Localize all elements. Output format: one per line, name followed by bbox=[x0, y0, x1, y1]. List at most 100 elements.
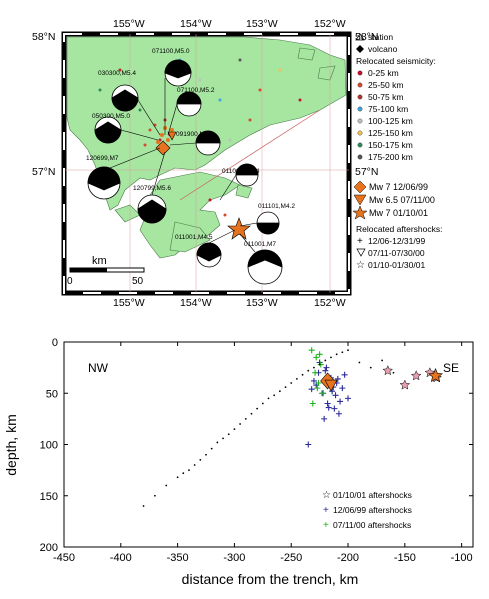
scale-tick-0: 0 bbox=[67, 276, 73, 287]
event-label: 011001,M7 bbox=[244, 241, 276, 248]
legend-series-1: 12/06/99 aftershocks bbox=[333, 505, 412, 515]
data-point-series-0 bbox=[382, 365, 394, 376]
legend-aftershock-2: 01/10-01/30/01 bbox=[368, 260, 425, 270]
data-point-series-3 bbox=[188, 469, 190, 472]
station-icon bbox=[355, 33, 365, 41]
mainshock-point bbox=[324, 379, 338, 392]
data-point-series-3 bbox=[222, 437, 224, 440]
lon-label-top: 153°W bbox=[246, 18, 278, 30]
data-point-series-1 bbox=[332, 392, 339, 399]
depth-bin-label: 75-100 km bbox=[368, 104, 408, 114]
y-tick-label: 50 bbox=[46, 388, 58, 400]
data-point-series-3 bbox=[324, 359, 327, 362]
data-point-series-2 bbox=[315, 380, 322, 386]
depth-bin-swatch bbox=[357, 94, 363, 100]
data-point-series-3 bbox=[307, 369, 310, 372]
x-tick-label: -100 bbox=[451, 552, 473, 564]
corner-label-nw: NW bbox=[88, 361, 109, 375]
data-point-series-3 bbox=[256, 407, 259, 410]
plot-frame bbox=[63, 341, 474, 548]
lon-label-bottom: 155°W bbox=[113, 297, 145, 309]
legend-aftershocks-title: Relocated aftershocks: bbox=[356, 224, 442, 234]
data-point-series-3 bbox=[239, 423, 241, 425]
lat-label-right: 57°N bbox=[355, 166, 378, 178]
legend-aftershock-star-icon: ☆ bbox=[356, 260, 365, 271]
legend-aftershock-0: 12/06-12/31/99 bbox=[368, 236, 425, 246]
legend-station: station bbox=[368, 32, 393, 42]
data-point-series-2 bbox=[318, 390, 325, 397]
data-point-series-3 bbox=[216, 441, 219, 444]
data-point-series-0 bbox=[410, 370, 422, 381]
event-label: 091900,M5.0 bbox=[176, 131, 214, 138]
focal-mechanisms bbox=[87, 59, 283, 285]
data-point-series-3 bbox=[347, 349, 349, 352]
data-point-series-1 bbox=[331, 405, 338, 412]
mainshock-legend-label: Mw 6.5 07/11/00 bbox=[369, 195, 435, 205]
lat-label-left: 58°N bbox=[32, 31, 55, 43]
data-point-series-3 bbox=[193, 464, 196, 466]
legend-volcano: volcano bbox=[368, 44, 398, 54]
x-tick-label: -400 bbox=[110, 552, 132, 564]
mainshock-diamond-marker bbox=[155, 140, 171, 156]
x-tick-label: -250 bbox=[280, 552, 302, 564]
x-tick-label: -350 bbox=[167, 552, 189, 564]
data-point-series-1 bbox=[321, 415, 328, 422]
y-axis-label: depth, km bbox=[3, 414, 19, 475]
data-point-series-3 bbox=[296, 378, 298, 380]
map-legend: station volcano Relocated seismicity: 0-… bbox=[352, 32, 442, 271]
data-point-series-3 bbox=[261, 402, 264, 405]
depth-bin-label: 150-175 km bbox=[368, 140, 413, 150]
depth-bin-swatch bbox=[357, 130, 363, 136]
data-point-series-3 bbox=[227, 433, 230, 436]
mainshock-legend-label: Mw 7 12/06/99 bbox=[369, 182, 428, 192]
event-label: 050300,M5.0 bbox=[92, 113, 130, 120]
depth-bin-label: 125-150 km bbox=[368, 128, 413, 138]
data-point-series-3 bbox=[369, 366, 372, 369]
data-point-series-3 bbox=[142, 505, 145, 507]
data-point-series-2 bbox=[308, 347, 315, 354]
data-point-series-3 bbox=[267, 397, 270, 400]
corner-label-se: SE bbox=[443, 361, 459, 375]
x-tick-label: -150 bbox=[394, 552, 416, 564]
data-point-series-3 bbox=[210, 447, 213, 450]
data-point-series-1 bbox=[335, 410, 342, 417]
x-axis-label: distance from the trench, km bbox=[182, 571, 359, 587]
legend-aftershock-1: 07/11-07/30/00 bbox=[368, 248, 425, 258]
data-point-series-3 bbox=[284, 386, 287, 388]
depth-bin-label: 100-125 km bbox=[368, 116, 413, 126]
seismicity-dots bbox=[98, 58, 302, 217]
depth-bin-swatch bbox=[357, 106, 363, 112]
lon-label-bottom: 152°W bbox=[314, 297, 346, 309]
data-point-series-3 bbox=[182, 472, 185, 475]
data-point-series-1 bbox=[323, 364, 330, 371]
legend-series-0: 01/10/01 aftershocks bbox=[333, 490, 412, 500]
y-tick-label: 0 bbox=[52, 337, 58, 349]
mainshock-legend-icon bbox=[352, 205, 368, 220]
depth-bin-label: 50-75 km bbox=[368, 92, 403, 102]
event-label: 071100,M5.0 bbox=[152, 48, 190, 55]
depth-bin-swatch bbox=[357, 118, 363, 124]
depth-bin-swatch bbox=[357, 142, 363, 148]
depth-bin-swatch bbox=[357, 82, 363, 88]
scale-unit: km bbox=[92, 255, 107, 267]
data-point-series-2 bbox=[313, 354, 320, 361]
mainshock-legend-icon bbox=[353, 194, 367, 206]
data-point-series-3 bbox=[250, 412, 253, 415]
event-label: 011101,M4.2 bbox=[258, 203, 295, 210]
land bbox=[66, 36, 347, 259]
data-point-series-3 bbox=[313, 366, 315, 369]
x-tick-label: -300 bbox=[223, 552, 245, 564]
event-label: 120699,M7 bbox=[86, 155, 119, 162]
data-point-series-3 bbox=[341, 351, 344, 354]
depth-bin-label: 175-200 km bbox=[368, 152, 413, 162]
scale-bar: km 0 50 bbox=[67, 255, 145, 287]
aftershock-cluster bbox=[156, 126, 174, 144]
data-point-series-1 bbox=[341, 371, 348, 378]
depth-bin-label: 25-50 km bbox=[368, 80, 403, 90]
data-point-series-3 bbox=[199, 458, 202, 461]
y-tick-label: 200 bbox=[40, 542, 58, 554]
data-point-series-3 bbox=[318, 363, 321, 366]
data-point-series-3 bbox=[278, 390, 281, 393]
data-point-series-3 bbox=[358, 361, 361, 364]
